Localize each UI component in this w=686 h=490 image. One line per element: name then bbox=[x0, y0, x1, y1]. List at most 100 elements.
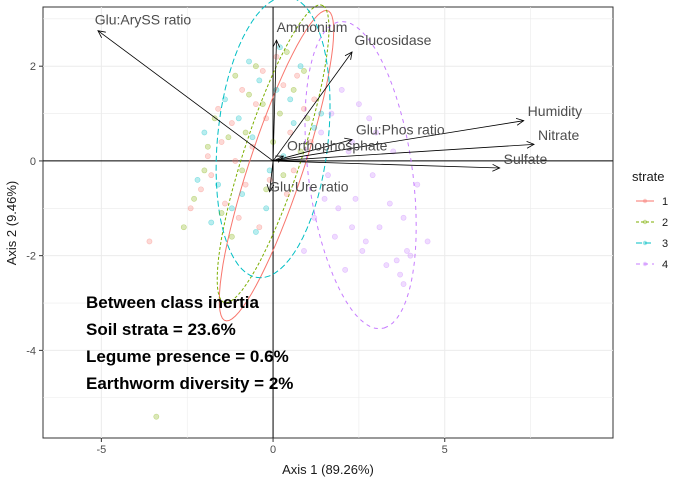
data-point-strate-1 bbox=[146, 238, 153, 245]
vector-label: Nitrate bbox=[538, 127, 579, 143]
data-point-strate-2 bbox=[232, 72, 239, 79]
data-point-strate-2 bbox=[246, 91, 252, 98]
y-tick-label: -4 bbox=[26, 345, 36, 357]
vector-label: Humidity bbox=[528, 103, 582, 119]
x-tick-label: 5 bbox=[442, 444, 448, 456]
data-point-strate-2 bbox=[242, 129, 249, 136]
ellipses bbox=[215, 0, 417, 330]
data-point-strate-2 bbox=[218, 210, 225, 216]
data-point-strate-4 bbox=[311, 214, 318, 221]
vector-label: Orthophosphate bbox=[287, 138, 388, 154]
legend-key-point bbox=[642, 240, 648, 246]
data-point-strate-4 bbox=[373, 129, 379, 136]
vectors: Glu:ArySS ratio Ammonium Glucosidase Humidi… bbox=[95, 11, 582, 194]
data-point-strate-2 bbox=[180, 224, 187, 231]
axis-ticks: -5 0 5 -4 -2 0 2 bbox=[26, 61, 448, 456]
vector-label: Glu:ArySS ratio bbox=[95, 11, 192, 27]
y-tick-label: 0 bbox=[30, 156, 36, 168]
data-point-strate-4 bbox=[352, 195, 359, 202]
data-point-strate-1 bbox=[287, 129, 294, 136]
y-tick-label: 2 bbox=[30, 61, 36, 73]
ellipse-strate-2 bbox=[216, 4, 330, 304]
data-point-strate-4 bbox=[331, 233, 338, 240]
x-tick-label: 0 bbox=[270, 444, 276, 456]
data-point-strate-4 bbox=[376, 224, 383, 231]
data-point-strate-1 bbox=[198, 186, 204, 193]
vector-arrowhead bbox=[272, 39, 281, 48]
data-point-strate-4 bbox=[407, 252, 414, 259]
data-point-strate-3 bbox=[290, 120, 297, 126]
x-tick-label: -5 bbox=[96, 444, 106, 456]
vector-label: Sulfate bbox=[504, 151, 548, 167]
legend-title: strate bbox=[632, 169, 665, 184]
vector-label: Glu:Phos ratio bbox=[356, 122, 445, 138]
data-point-strate-4 bbox=[318, 129, 325, 136]
data-point-strate-4 bbox=[356, 101, 362, 107]
data-point-strate-3 bbox=[249, 134, 256, 141]
data-point-strate-4 bbox=[397, 271, 404, 278]
data-point-strate-3 bbox=[239, 191, 246, 197]
data-point-strate-2 bbox=[201, 167, 208, 174]
data-point-strate-3 bbox=[263, 205, 270, 212]
data-point-strate-3 bbox=[222, 96, 228, 103]
data-points bbox=[146, 44, 431, 420]
data-point-strate-1 bbox=[280, 82, 287, 89]
data-point-strate-2 bbox=[301, 68, 307, 74]
data-point-strate-1 bbox=[204, 153, 211, 160]
data-point-strate-1 bbox=[294, 72, 300, 79]
data-point-strate-1 bbox=[235, 214, 242, 221]
data-point-strate-2 bbox=[228, 233, 235, 240]
data-point-strate-2 bbox=[259, 101, 266, 107]
data-point-strate-3 bbox=[235, 115, 242, 122]
data-point-strate-1 bbox=[283, 191, 290, 197]
data-point-strate-2 bbox=[153, 413, 160, 420]
data-point-strate-2 bbox=[239, 167, 246, 174]
data-point-strate-1 bbox=[239, 86, 246, 93]
annotation-line-3: Legume presence = 0.6% bbox=[86, 347, 289, 366]
data-point-strate-3 bbox=[201, 129, 208, 136]
data-point-strate-4 bbox=[393, 257, 400, 264]
vector-arrowhead bbox=[492, 163, 501, 172]
data-point-strate-2 bbox=[204, 143, 211, 150]
data-point-strate-1 bbox=[311, 96, 318, 103]
data-point-strate-2 bbox=[290, 86, 297, 93]
data-point-strate-1 bbox=[215, 105, 222, 112]
ellipse-strate-1 bbox=[218, 9, 335, 322]
data-point-strate-1 bbox=[222, 200, 228, 207]
data-point-strate-3 bbox=[256, 77, 263, 84]
vector-arrowhead bbox=[275, 155, 285, 163]
vector-arrowhead bbox=[97, 30, 106, 38]
legend-label: 4 bbox=[662, 259, 668, 271]
y-tick-label: -2 bbox=[26, 251, 36, 263]
annotation-box: Between class inertia Soil strata = 23.6… bbox=[86, 293, 293, 393]
vector-label: Ammonium bbox=[277, 19, 348, 35]
data-point-strate-1 bbox=[242, 181, 249, 188]
data-point-strate-3 bbox=[194, 176, 201, 183]
data-point-strate-1 bbox=[232, 158, 239, 164]
data-point-strate-1 bbox=[208, 172, 215, 179]
data-point-strate-1 bbox=[273, 53, 280, 60]
data-point-strate-1 bbox=[256, 224, 263, 231]
zero-lines bbox=[43, 7, 613, 438]
data-point-strate-2 bbox=[280, 172, 287, 179]
vector-line bbox=[272, 40, 277, 161]
data-point-strate-4 bbox=[424, 238, 431, 245]
data-point-strate-4 bbox=[338, 86, 345, 93]
ellipse-strate-4 bbox=[304, 21, 417, 330]
data-point-strate-4 bbox=[325, 172, 331, 179]
data-point-strate-2 bbox=[252, 63, 259, 70]
vector-arrowhead bbox=[266, 184, 275, 193]
data-point-strate-1 bbox=[290, 167, 297, 174]
vector-arrowhead bbox=[515, 117, 525, 126]
data-point-strate-3 bbox=[246, 58, 252, 65]
vector-line bbox=[272, 51, 353, 162]
data-point-strate-4 bbox=[328, 110, 335, 117]
data-point-strate-4 bbox=[400, 281, 407, 287]
data-point-strate-4 bbox=[349, 224, 355, 231]
data-point-strate-2 bbox=[225, 134, 232, 141]
data-point-strate-1 bbox=[187, 205, 194, 212]
vector-line bbox=[273, 160, 500, 169]
data-point-strate-2 bbox=[277, 110, 283, 117]
